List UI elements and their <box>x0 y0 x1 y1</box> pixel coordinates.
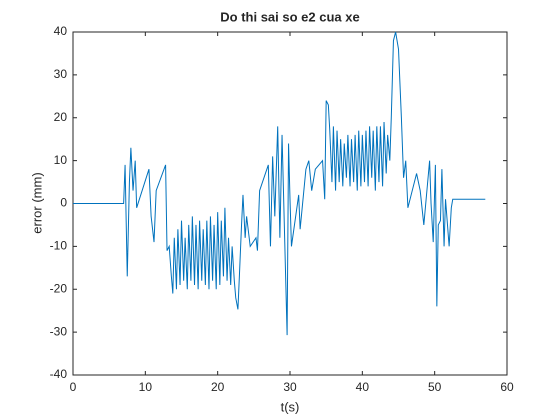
x-tick-label: 50 <box>428 380 442 394</box>
y-tick-label: 20 <box>54 110 68 124</box>
x-axis-label: t(s) <box>281 399 300 414</box>
x-tick-label: 20 <box>211 380 225 394</box>
y-tick-label: 0 <box>60 196 67 210</box>
y-axis-label: error (mm) <box>29 172 44 233</box>
chart-title: Do thi sai so e2 cua xe <box>220 9 359 24</box>
y-tick-label: -30 <box>50 324 68 338</box>
x-tick-label: 40 <box>356 380 370 394</box>
y-tick-label: 10 <box>54 153 68 167</box>
y-tick-label: -40 <box>50 367 68 381</box>
y-tick-label: -20 <box>50 281 68 295</box>
data-line <box>73 31 486 336</box>
y-tick-label: 30 <box>54 67 68 81</box>
y-tick-label: -10 <box>50 239 68 253</box>
y-tick-label: 40 <box>54 24 68 38</box>
x-tick-label: 30 <box>283 380 297 394</box>
x-tick-label: 0 <box>70 380 77 394</box>
x-tick-label: 60 <box>500 380 514 394</box>
x-tick-label: 10 <box>139 380 153 394</box>
